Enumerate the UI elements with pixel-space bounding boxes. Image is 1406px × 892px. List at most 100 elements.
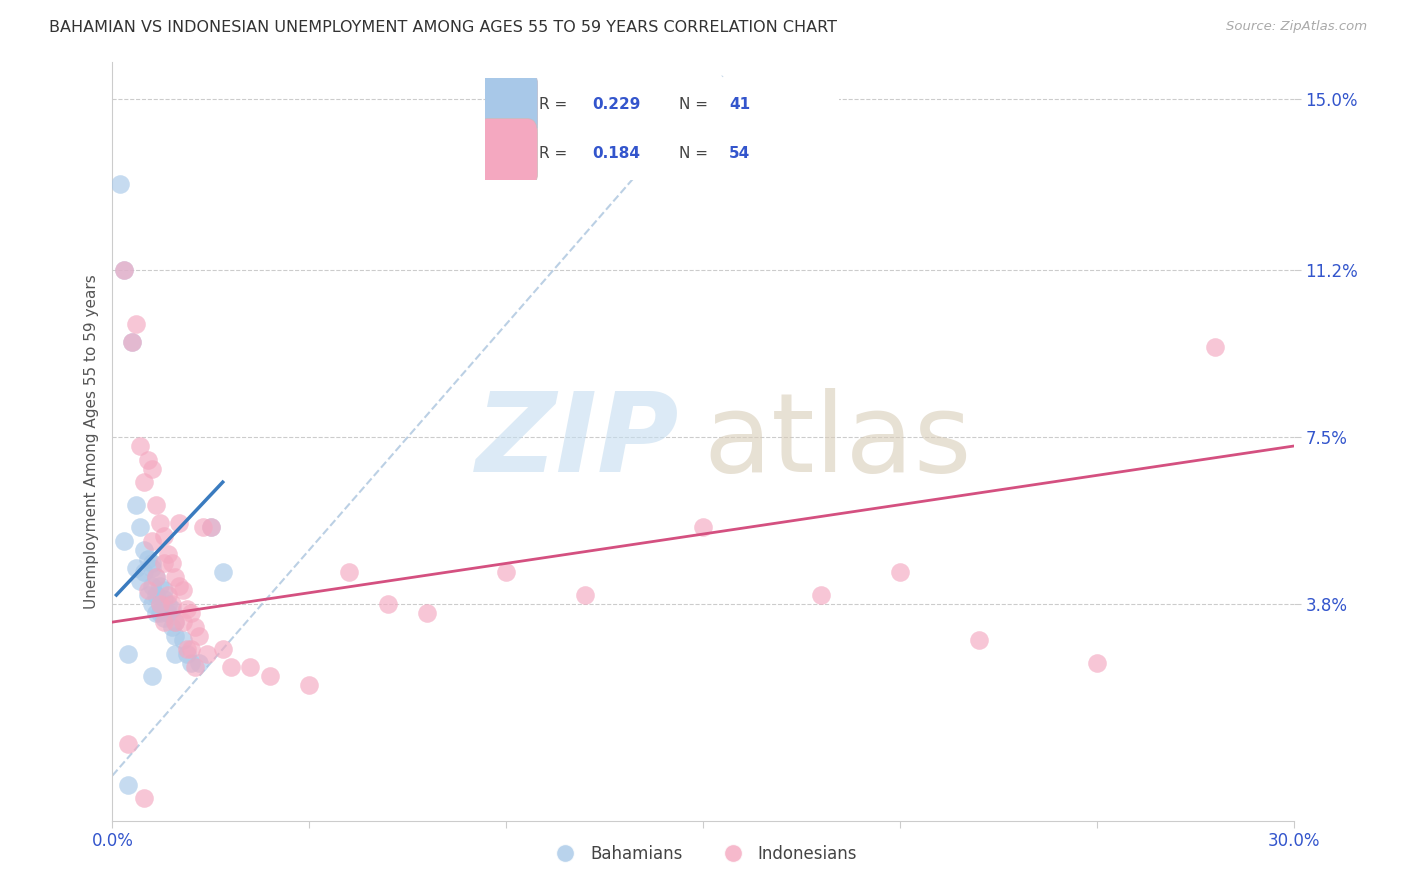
Point (141, 579, 163, 593)
Point (121, 335, 143, 350)
Point (132, 475, 155, 490)
Point (136, 588, 159, 602)
Point (219, 660, 242, 674)
Point (184, 619, 207, 633)
Point (165, 647, 187, 661)
Point (112, 263, 135, 277)
Point (188, 656, 211, 670)
Point (141, 561, 163, 575)
Point (195, 647, 218, 661)
Point (495, 566, 517, 580)
Text: Source: ZipAtlas.com: Source: ZipAtlas.com (1226, 20, 1367, 33)
Point (121, 335, 143, 350)
Point (152, 529, 174, 543)
Point (156, 597, 179, 611)
Point (160, 597, 183, 611)
Point (1204, 340, 1226, 354)
Point (141, 557, 163, 571)
Point (156, 588, 179, 602)
Point (149, 579, 172, 593)
Point (112, 533, 135, 548)
Point (132, 791, 155, 805)
Point (125, 561, 148, 575)
Text: BAHAMIAN VS INDONESIAN UNEMPLOYMENT AMONG AGES 55 TO 59 YEARS CORRELATION CHART: BAHAMIAN VS INDONESIAN UNEMPLOYMENT AMON… (49, 20, 837, 35)
Point (145, 588, 167, 602)
Point (149, 597, 172, 611)
Point (176, 642, 198, 657)
Point (141, 533, 163, 548)
Point (169, 516, 191, 530)
Point (1085, 656, 1108, 670)
Point (145, 606, 167, 620)
Point (574, 588, 596, 602)
Point (129, 439, 152, 453)
Point (136, 452, 159, 467)
Legend: Bahamians, Indonesians: Bahamians, Indonesians (543, 838, 863, 869)
Point (188, 629, 211, 643)
Point (112, 263, 135, 277)
Point (149, 597, 172, 611)
Y-axis label: Unemployment Among Ages 55 to 59 years: Unemployment Among Ages 55 to 59 years (83, 274, 98, 609)
Point (125, 317, 148, 331)
Point (165, 615, 187, 629)
Point (117, 778, 139, 792)
Point (172, 583, 194, 598)
Text: ZIP: ZIP (475, 388, 679, 495)
Point (180, 606, 202, 620)
Point (180, 642, 202, 657)
Point (149, 516, 172, 530)
Point (156, 547, 179, 561)
Point (152, 615, 174, 629)
Point (152, 583, 174, 598)
Point (239, 660, 262, 674)
Point (160, 601, 183, 615)
Point (160, 619, 183, 633)
Point (132, 566, 155, 580)
Point (141, 597, 163, 611)
Point (298, 678, 321, 692)
Point (136, 552, 159, 566)
Point (337, 566, 360, 580)
Point (191, 520, 214, 534)
Point (117, 737, 139, 751)
Point (810, 588, 832, 602)
Point (152, 557, 174, 571)
Point (136, 583, 159, 598)
Point (259, 669, 281, 683)
Point (141, 461, 163, 475)
Point (172, 615, 194, 629)
Text: atlas: atlas (703, 388, 972, 495)
Point (416, 606, 439, 620)
Point (132, 542, 155, 557)
Point (211, 642, 233, 657)
Point (160, 557, 183, 571)
Point (692, 520, 714, 534)
Point (184, 660, 207, 674)
Point (211, 566, 233, 580)
Point (165, 615, 187, 629)
Point (169, 579, 191, 593)
Point (377, 597, 399, 611)
Point (149, 606, 172, 620)
Point (145, 570, 167, 584)
Point (967, 633, 990, 648)
Point (129, 574, 152, 589)
Point (165, 570, 187, 584)
Point (125, 498, 148, 512)
Point (176, 601, 198, 615)
Point (165, 629, 187, 643)
Point (200, 520, 222, 534)
Point (145, 498, 167, 512)
Point (129, 520, 152, 534)
Point (141, 669, 163, 683)
Point (110, 178, 132, 192)
Point (889, 566, 911, 580)
Point (176, 647, 198, 661)
Point (156, 606, 179, 620)
Point (172, 633, 194, 648)
Point (200, 520, 222, 534)
Point (152, 610, 174, 624)
Point (145, 570, 167, 584)
Point (117, 647, 139, 661)
Point (152, 592, 174, 607)
